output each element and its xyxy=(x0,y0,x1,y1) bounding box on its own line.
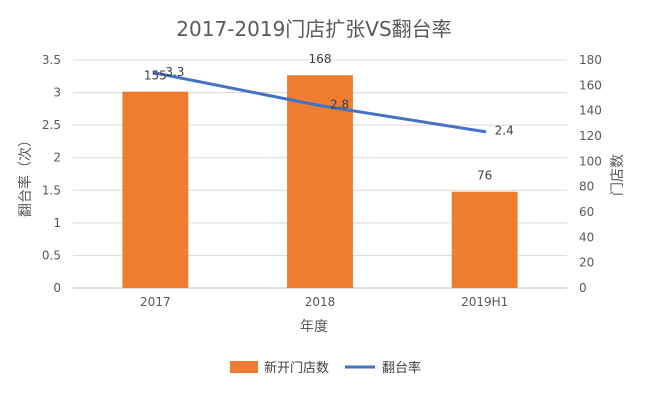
left-tick-label: 1.5 xyxy=(42,183,61,197)
line-value-label: 2.8 xyxy=(330,98,349,112)
line-value-label: 3.3 xyxy=(165,65,184,79)
line-point xyxy=(483,130,487,134)
right-tick-label: 120 xyxy=(579,129,602,143)
bar-value-label: 168 xyxy=(309,52,332,66)
left-tick-label: 3.5 xyxy=(42,53,61,67)
bar xyxy=(287,75,353,288)
left-axis-title: 翻台率（次） xyxy=(17,133,34,217)
line-series xyxy=(153,71,487,134)
right-tick-label: 80 xyxy=(579,180,594,194)
left-tick-label: 3 xyxy=(53,86,61,100)
legend-line-label: 翻台率 xyxy=(382,360,421,376)
line-value-label: 2.4 xyxy=(495,124,514,138)
right-axis-title: 门店数 xyxy=(610,154,626,196)
x-tick-label: 2019H1 xyxy=(461,295,508,309)
right-tick-label: 40 xyxy=(579,230,594,244)
left-tick-label: 0 xyxy=(53,281,61,295)
left-tick-label: 0.5 xyxy=(42,248,61,262)
legend-bar-swatch xyxy=(230,361,258,373)
bar-series xyxy=(122,75,518,289)
x-axis-title: 年度 xyxy=(300,319,328,335)
right-tick-label: 140 xyxy=(579,104,602,118)
chart-title: 2017-2019门店扩张VS翻台率 xyxy=(176,17,451,41)
bar xyxy=(122,91,189,289)
x-tick-label: 2018 xyxy=(305,295,336,309)
x-tick-label: 2017 xyxy=(140,295,171,309)
right-axis-ticks: 0 20 40 60 80 100 120 140 160 180 xyxy=(579,53,602,295)
right-tick-label: 100 xyxy=(579,154,602,168)
legend-bar-label: 新开门店数 xyxy=(264,360,329,376)
bar-value-label: 155 xyxy=(144,69,167,83)
bar-value-label: 76 xyxy=(477,169,492,183)
right-tick-label: 60 xyxy=(579,205,594,219)
left-tick-label: 1 xyxy=(53,216,61,230)
data-labels: 155 168 76 3.3 2.8 2.4 xyxy=(144,52,514,183)
right-tick-label: 0 xyxy=(579,281,587,295)
line-point xyxy=(153,71,157,75)
bar xyxy=(451,191,518,288)
right-tick-label: 160 xyxy=(579,78,602,92)
left-tick-label: 2 xyxy=(53,151,61,165)
left-axis-ticks: 0 0.5 1 1.5 2 2.5 3 3.5 xyxy=(42,53,61,295)
left-tick-label: 2.5 xyxy=(42,118,61,132)
right-tick-label: 180 xyxy=(579,53,602,67)
line-point xyxy=(318,104,322,108)
legend: 新开门店数 翻台率 xyxy=(230,360,421,376)
x-axis-ticks: 2017 2018 2019H1 xyxy=(140,295,508,309)
right-tick-label: 20 xyxy=(579,256,594,270)
